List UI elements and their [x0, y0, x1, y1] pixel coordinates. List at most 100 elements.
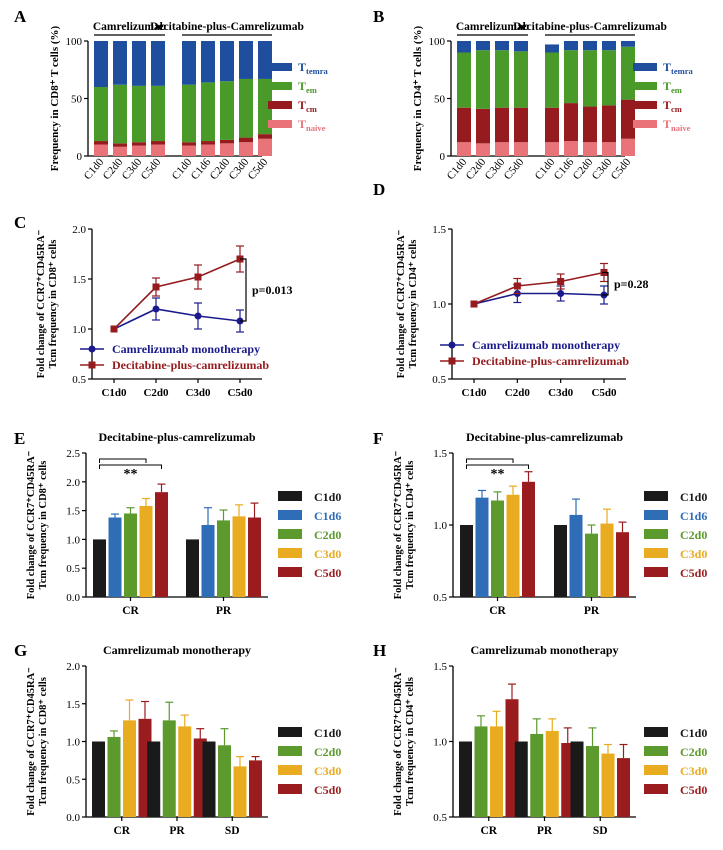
x-tick-label: C5d0	[139, 156, 164, 182]
legend-swatch	[644, 491, 668, 501]
stacked-segment-temra	[564, 41, 578, 51]
legend-sub: em	[306, 85, 317, 95]
legend-marker	[448, 357, 456, 365]
stacked-segment-tnaive	[514, 142, 528, 156]
stacked-segment-temra	[602, 41, 616, 51]
bar-c3d0	[506, 494, 520, 597]
stacked-segment-tem	[132, 85, 146, 143]
y-tick-label: 0	[440, 151, 446, 163]
legend-swatch	[278, 510, 302, 520]
stacked-segment-temra	[113, 41, 127, 85]
y-tick-label: 1.0	[432, 299, 446, 311]
bar-c5d0	[617, 758, 630, 817]
y-tick-label: 0.5	[66, 774, 80, 786]
bar-c2d0	[491, 500, 504, 597]
y-tick-label: 100	[429, 36, 446, 48]
panel-f: F 0.5 1.0 1.5 Fold change of CCR7⁺CD45RA⁻ Tcm…	[373, 429, 707, 617]
legend-swatch	[278, 491, 302, 501]
legend-sub: cm	[671, 104, 682, 114]
panel-letter-g: G	[14, 641, 27, 660]
bar-c2d0	[585, 533, 598, 597]
legend-label-c1d0: C1d0	[680, 726, 707, 740]
series-line-0	[473, 292, 605, 305]
data-point	[152, 305, 160, 313]
legend-label-c2d0: C2d0	[314, 745, 341, 759]
y-axis-label-line2: Tcm frequency in CD8⁺ cells	[48, 240, 59, 369]
x-tick-label: C1d0	[101, 387, 127, 399]
stacked-segment-tcm	[495, 107, 509, 143]
data-point	[110, 325, 118, 333]
legend-swatch	[268, 120, 292, 128]
legend-label-c3d0: C3d0	[680, 764, 707, 778]
data-point	[194, 312, 202, 320]
stacked-segment-tcm	[621, 99, 635, 139]
x-tick-label: C1d6	[552, 156, 577, 182]
bar-c2d0	[218, 745, 231, 817]
y-tick-label: 2.0	[66, 661, 80, 673]
stacked-segment-tcm	[239, 137, 253, 143]
legend-swatch	[633, 120, 657, 128]
stacked-segment-tem	[476, 50, 490, 109]
stacked-segment-temra	[151, 41, 165, 86]
stacked-segment-tcm	[583, 106, 597, 143]
stacked-segment-tnaive	[182, 145, 196, 156]
legend-main: T	[298, 98, 306, 112]
panel-letter-b: B	[373, 7, 384, 26]
bar-c1d0	[554, 525, 567, 597]
stacked-segment-tcm	[457, 107, 471, 143]
x-tick-label: C2d0	[143, 387, 169, 399]
legend-label-tem: Tem	[663, 79, 682, 95]
legend-swatch	[278, 784, 302, 794]
y-tick-label: 1.0	[66, 534, 80, 546]
data-point	[194, 273, 202, 281]
bar-c1d6	[108, 517, 122, 597]
stacked-segment-tnaive	[495, 142, 509, 156]
x-tick-label: C3d0	[120, 156, 145, 182]
series-line-0	[113, 308, 241, 330]
significance-bracket	[602, 271, 609, 296]
stacked-segment-tem	[495, 50, 509, 108]
data-point	[152, 283, 160, 291]
stacked-segment-tcm	[201, 141, 215, 145]
panel-c: C 0.5 1.0 1.5 2.0 Fold change of CCR7⁺CD45RA⁻…	[14, 213, 293, 399]
legend-label-temra: Ttemra	[298, 60, 328, 76]
stacked-segment-tnaive	[545, 142, 559, 156]
stacked-segment-temra	[182, 41, 196, 85]
data-point	[470, 300, 478, 308]
x-tick-label: C2d0	[208, 156, 233, 182]
bar-c5d0	[248, 517, 261, 597]
panel-letter-e: E	[14, 429, 25, 448]
legend-label-c1d0: C1d0	[314, 726, 341, 740]
legend-label-c2d0: C2d0	[314, 528, 341, 542]
legend-swatch	[278, 567, 302, 577]
legend-main: T	[298, 117, 306, 131]
bar-c1d0	[459, 741, 472, 817]
legend-label-c3d0: C3d0	[314, 764, 341, 778]
stacked-segment-tem	[94, 87, 108, 142]
bar-c1d6	[201, 525, 215, 597]
significance-bracket	[466, 464, 529, 469]
x-tick-label: C2d0	[101, 156, 126, 182]
x-tick-label: SD	[593, 825, 608, 837]
bar-c2d0	[217, 520, 230, 597]
bar-c3d0	[233, 766, 247, 817]
panel-e: E 0.0 0.5 1.0 1.5 2.0 2.5 Fold change of CCR7⁺C…	[14, 429, 341, 617]
x-tick-label: C1d6	[189, 156, 214, 182]
x-tick-label: C2d0	[505, 387, 531, 399]
stacked-segment-tcm	[476, 108, 490, 144]
legend-swatch	[644, 784, 668, 794]
stacked-segment-tcm	[545, 107, 559, 143]
stacked-segment-tem	[113, 84, 127, 144]
y-tick-label: 1.5	[72, 274, 86, 286]
bar-c1d6	[475, 497, 489, 597]
group-label: Decitabine-plus-Camrelizumab	[150, 21, 304, 33]
x-tick-label: C1d0	[170, 156, 195, 182]
stacked-segment-temra	[201, 41, 215, 83]
y-axis-label-line2: Tcm frequency in CD4⁺ cells	[405, 677, 416, 806]
y-tick-label: 50	[434, 94, 446, 106]
y-tick-label: 1.0	[66, 737, 80, 749]
y-tick-label: 0.0	[66, 592, 80, 604]
legend-swatch	[278, 548, 302, 558]
x-tick-label: PR	[584, 605, 600, 617]
stacked-segment-tnaive	[239, 142, 253, 156]
